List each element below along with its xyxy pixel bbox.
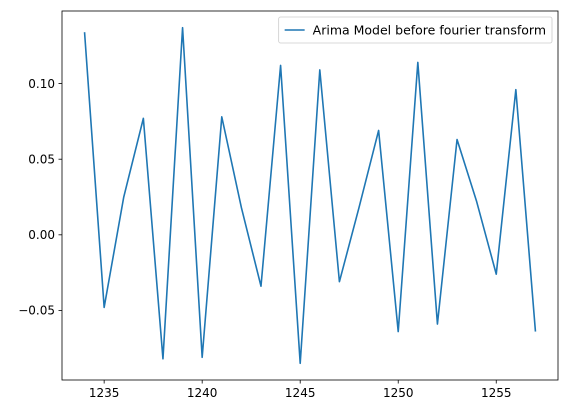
x-tick-label: 1235 bbox=[89, 386, 120, 400]
plot-frame bbox=[61, 10, 559, 381]
x-axis-ticks: 1235 1240 1245 1250 1255 bbox=[89, 380, 512, 400]
legend-label-arima: Arima Model before fourier transform bbox=[313, 23, 546, 38]
x-tick-label: 1245 bbox=[285, 386, 316, 400]
y-tick-label: 0.10 bbox=[28, 77, 55, 91]
x-tick-label: 1250 bbox=[383, 386, 414, 400]
y-axis-ticks: −0.05 0.00 0.05 0.10 bbox=[18, 77, 62, 318]
series-line-arima bbox=[83, 26, 537, 365]
legend: Arima Model before fourier transform bbox=[278, 16, 553, 44]
series-layer bbox=[83, 26, 537, 365]
y-tick-label: −0.05 bbox=[18, 304, 55, 318]
legend-box bbox=[278, 16, 553, 44]
y-tick-label: 0.05 bbox=[28, 152, 55, 166]
x-tick-label: 1255 bbox=[481, 386, 512, 400]
x-tick-label: 1240 bbox=[187, 386, 218, 400]
y-tick-label: 0.00 bbox=[28, 228, 55, 242]
